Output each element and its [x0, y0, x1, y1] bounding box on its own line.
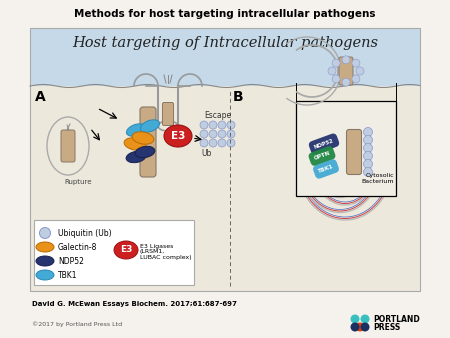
- Text: Host targeting of Intracellular pathogens: Host targeting of Intracellular pathogen…: [72, 36, 378, 50]
- Ellipse shape: [158, 121, 178, 131]
- Text: Methods for host targeting intracellular pathogens: Methods for host targeting intracellular…: [74, 9, 376, 19]
- Ellipse shape: [140, 120, 160, 132]
- Circle shape: [227, 139, 235, 147]
- Text: PORTLAND: PORTLAND: [373, 314, 420, 323]
- Ellipse shape: [36, 256, 54, 266]
- Text: Rupture: Rupture: [64, 179, 92, 185]
- Text: Galectin-8: Galectin-8: [58, 242, 97, 251]
- Text: OPTN: OPTN: [313, 151, 331, 161]
- Bar: [30, 28, 420, 86]
- Circle shape: [360, 322, 369, 332]
- Text: Escape: Escape: [204, 111, 232, 120]
- Text: Cytosolic
Bacterium: Cytosolic Bacterium: [361, 173, 394, 184]
- Ellipse shape: [330, 143, 360, 188]
- Text: Ubiquitin (Ub): Ubiquitin (Ub): [58, 228, 112, 238]
- Circle shape: [209, 121, 217, 129]
- Ellipse shape: [36, 270, 54, 280]
- Ellipse shape: [124, 138, 146, 150]
- Ellipse shape: [126, 151, 146, 163]
- Circle shape: [218, 121, 226, 129]
- FancyBboxPatch shape: [140, 107, 156, 177]
- Circle shape: [200, 121, 208, 129]
- Circle shape: [356, 67, 364, 75]
- Ellipse shape: [164, 125, 192, 147]
- FancyBboxPatch shape: [339, 57, 353, 85]
- Circle shape: [342, 78, 350, 86]
- Circle shape: [364, 151, 373, 161]
- Circle shape: [364, 127, 373, 137]
- Circle shape: [364, 144, 373, 152]
- Circle shape: [342, 56, 350, 64]
- Text: PRESS: PRESS: [373, 322, 400, 332]
- Circle shape: [356, 322, 364, 332]
- Text: E3: E3: [171, 131, 185, 141]
- Text: NDP52: NDP52: [58, 257, 84, 266]
- Text: E3: E3: [120, 245, 132, 255]
- FancyBboxPatch shape: [61, 130, 75, 162]
- Circle shape: [40, 227, 50, 239]
- Ellipse shape: [114, 241, 138, 259]
- Bar: [30, 86, 420, 291]
- Ellipse shape: [47, 117, 89, 175]
- Circle shape: [364, 136, 373, 145]
- Ellipse shape: [135, 146, 155, 158]
- Circle shape: [364, 168, 373, 176]
- Ellipse shape: [126, 124, 146, 136]
- Text: TBK1: TBK1: [58, 270, 77, 280]
- Circle shape: [352, 59, 360, 67]
- Circle shape: [328, 67, 336, 75]
- Circle shape: [351, 322, 360, 332]
- Bar: [296, 101, 396, 196]
- Circle shape: [360, 314, 369, 323]
- Text: David G. McEwan Essays Biochem. 2017;61:687-697: David G. McEwan Essays Biochem. 2017;61:…: [32, 301, 237, 307]
- Circle shape: [364, 160, 373, 169]
- FancyBboxPatch shape: [346, 129, 361, 174]
- Circle shape: [218, 130, 226, 138]
- Circle shape: [227, 130, 235, 138]
- Bar: [30, 28, 420, 291]
- Ellipse shape: [36, 242, 54, 252]
- Circle shape: [227, 121, 235, 129]
- Text: A: A: [35, 90, 46, 104]
- Circle shape: [332, 75, 340, 83]
- Circle shape: [332, 59, 340, 67]
- Text: ©2017 by Portland Press Ltd: ©2017 by Portland Press Ltd: [32, 321, 122, 327]
- FancyBboxPatch shape: [162, 102, 174, 125]
- Text: TBK1: TBK1: [318, 164, 334, 174]
- Bar: [34, 220, 194, 285]
- Circle shape: [352, 75, 360, 83]
- Text: Ub: Ub: [202, 148, 212, 158]
- Text: NDP52: NDP52: [313, 138, 335, 150]
- Circle shape: [200, 130, 208, 138]
- Text: E3 Ligases
(LRSM1,
LUBAC complex): E3 Ligases (LRSM1, LUBAC complex): [140, 244, 192, 260]
- Circle shape: [218, 139, 226, 147]
- Circle shape: [209, 130, 217, 138]
- Circle shape: [351, 314, 360, 323]
- Circle shape: [209, 139, 217, 147]
- Ellipse shape: [132, 132, 154, 144]
- Circle shape: [200, 139, 208, 147]
- Text: B: B: [233, 90, 243, 104]
